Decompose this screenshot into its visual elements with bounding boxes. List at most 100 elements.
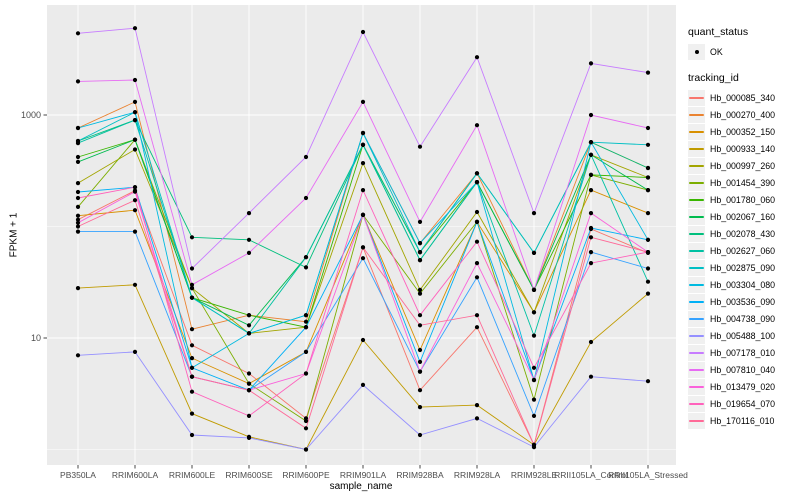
data-point [360, 337, 366, 343]
legend-key [688, 174, 705, 191]
data-point [417, 144, 423, 149]
data-point [360, 142, 366, 147]
data-point [360, 382, 366, 387]
data-point [75, 224, 81, 229]
data-point [588, 172, 594, 177]
line-swatch-icon [689, 317, 704, 320]
legend-key [688, 140, 705, 157]
data-point [246, 381, 252, 386]
legend-item: Hb_003304_080 [688, 276, 775, 293]
data-point [531, 442, 537, 447]
legend-item: Hb_002627_060 [688, 242, 775, 259]
data-point [588, 225, 594, 231]
legend-key [688, 395, 705, 412]
line-swatch-icon [689, 198, 704, 201]
data-point [531, 250, 537, 255]
data-point [417, 258, 423, 263]
data-point [75, 204, 81, 209]
data-point [531, 413, 537, 418]
data-point [75, 220, 81, 225]
data-point [645, 266, 651, 271]
data-point [588, 152, 594, 157]
legend-item-quant-status: OK [688, 43, 775, 60]
data-point [474, 313, 480, 318]
legend-key [688, 276, 705, 293]
data-point [417, 241, 423, 246]
point-icon [694, 49, 699, 54]
legend-key [688, 242, 705, 259]
data-point [531, 287, 537, 292]
data-point [132, 349, 138, 354]
x-tick-label: RRIM600PE [282, 470, 330, 480]
data-point [303, 349, 309, 354]
x-tick-label: RRII105LA_Stressed [608, 470, 688, 480]
data-point [474, 275, 480, 280]
data-point [246, 237, 252, 242]
data-point [75, 353, 81, 358]
data-point [645, 237, 651, 242]
data-point [360, 29, 366, 35]
x-tick-label: RRIM928LE [511, 470, 558, 480]
line-swatch-icon [689, 368, 704, 371]
x-tick-label: RRIM600SE [225, 470, 273, 480]
data-point [189, 282, 195, 287]
legend-key [688, 208, 705, 225]
data-point [75, 286, 81, 291]
line-swatch-icon [689, 351, 704, 354]
legend-item-label: Hb_003536_090 [710, 296, 776, 307]
data-point [417, 250, 423, 255]
line-swatch-icon [689, 181, 704, 184]
data-point [588, 235, 594, 240]
data-point [417, 347, 423, 353]
data-point [246, 413, 252, 418]
data-point [75, 138, 81, 144]
data-point [645, 188, 651, 193]
data-point [645, 165, 651, 171]
legend-item-label: Hb_004738_090 [710, 313, 776, 324]
legend-key [688, 157, 705, 174]
legend-key [688, 293, 705, 310]
data-point [303, 426, 309, 431]
legend-item: Hb_019654_070 [688, 395, 775, 412]
data-point [303, 418, 309, 424]
plot-panel [47, 5, 676, 465]
legend-item-label: Hb_000352_150 [710, 126, 776, 137]
line-swatch-icon [689, 402, 704, 405]
data-point [189, 286, 195, 291]
data-point [360, 245, 366, 250]
data-point [75, 125, 81, 131]
data-point [588, 188, 594, 193]
data-point [303, 255, 309, 260]
data-point [360, 130, 366, 136]
legend-item-label: Hb_013479_020 [710, 381, 776, 392]
legend-title-quant-status: quant_status [688, 26, 749, 38]
data-point [189, 411, 195, 416]
data-point [474, 180, 480, 185]
data-point [417, 219, 423, 224]
data-point [360, 161, 366, 166]
data-point [132, 229, 138, 234]
legend-item: Hb_002875_090 [688, 259, 775, 276]
data-point [417, 369, 423, 374]
data-point [189, 432, 195, 438]
legend-key [688, 378, 705, 395]
data-point [189, 327, 195, 332]
data-point [189, 343, 195, 348]
line-swatch-icon [689, 130, 704, 133]
legend-item: Hb_007178_010 [688, 344, 775, 361]
data-point [189, 365, 195, 370]
data-point [417, 359, 423, 364]
legend-item-label: Hb_000997_260 [710, 160, 776, 171]
legend-key [688, 123, 705, 140]
data-point [75, 195, 81, 201]
data-point [588, 140, 594, 145]
data-point [303, 313, 309, 318]
data-point [474, 55, 480, 60]
data-point [246, 313, 252, 318]
data-point [75, 159, 81, 164]
data-point [132, 198, 138, 203]
data-point [417, 405, 423, 410]
data-point [417, 388, 423, 393]
